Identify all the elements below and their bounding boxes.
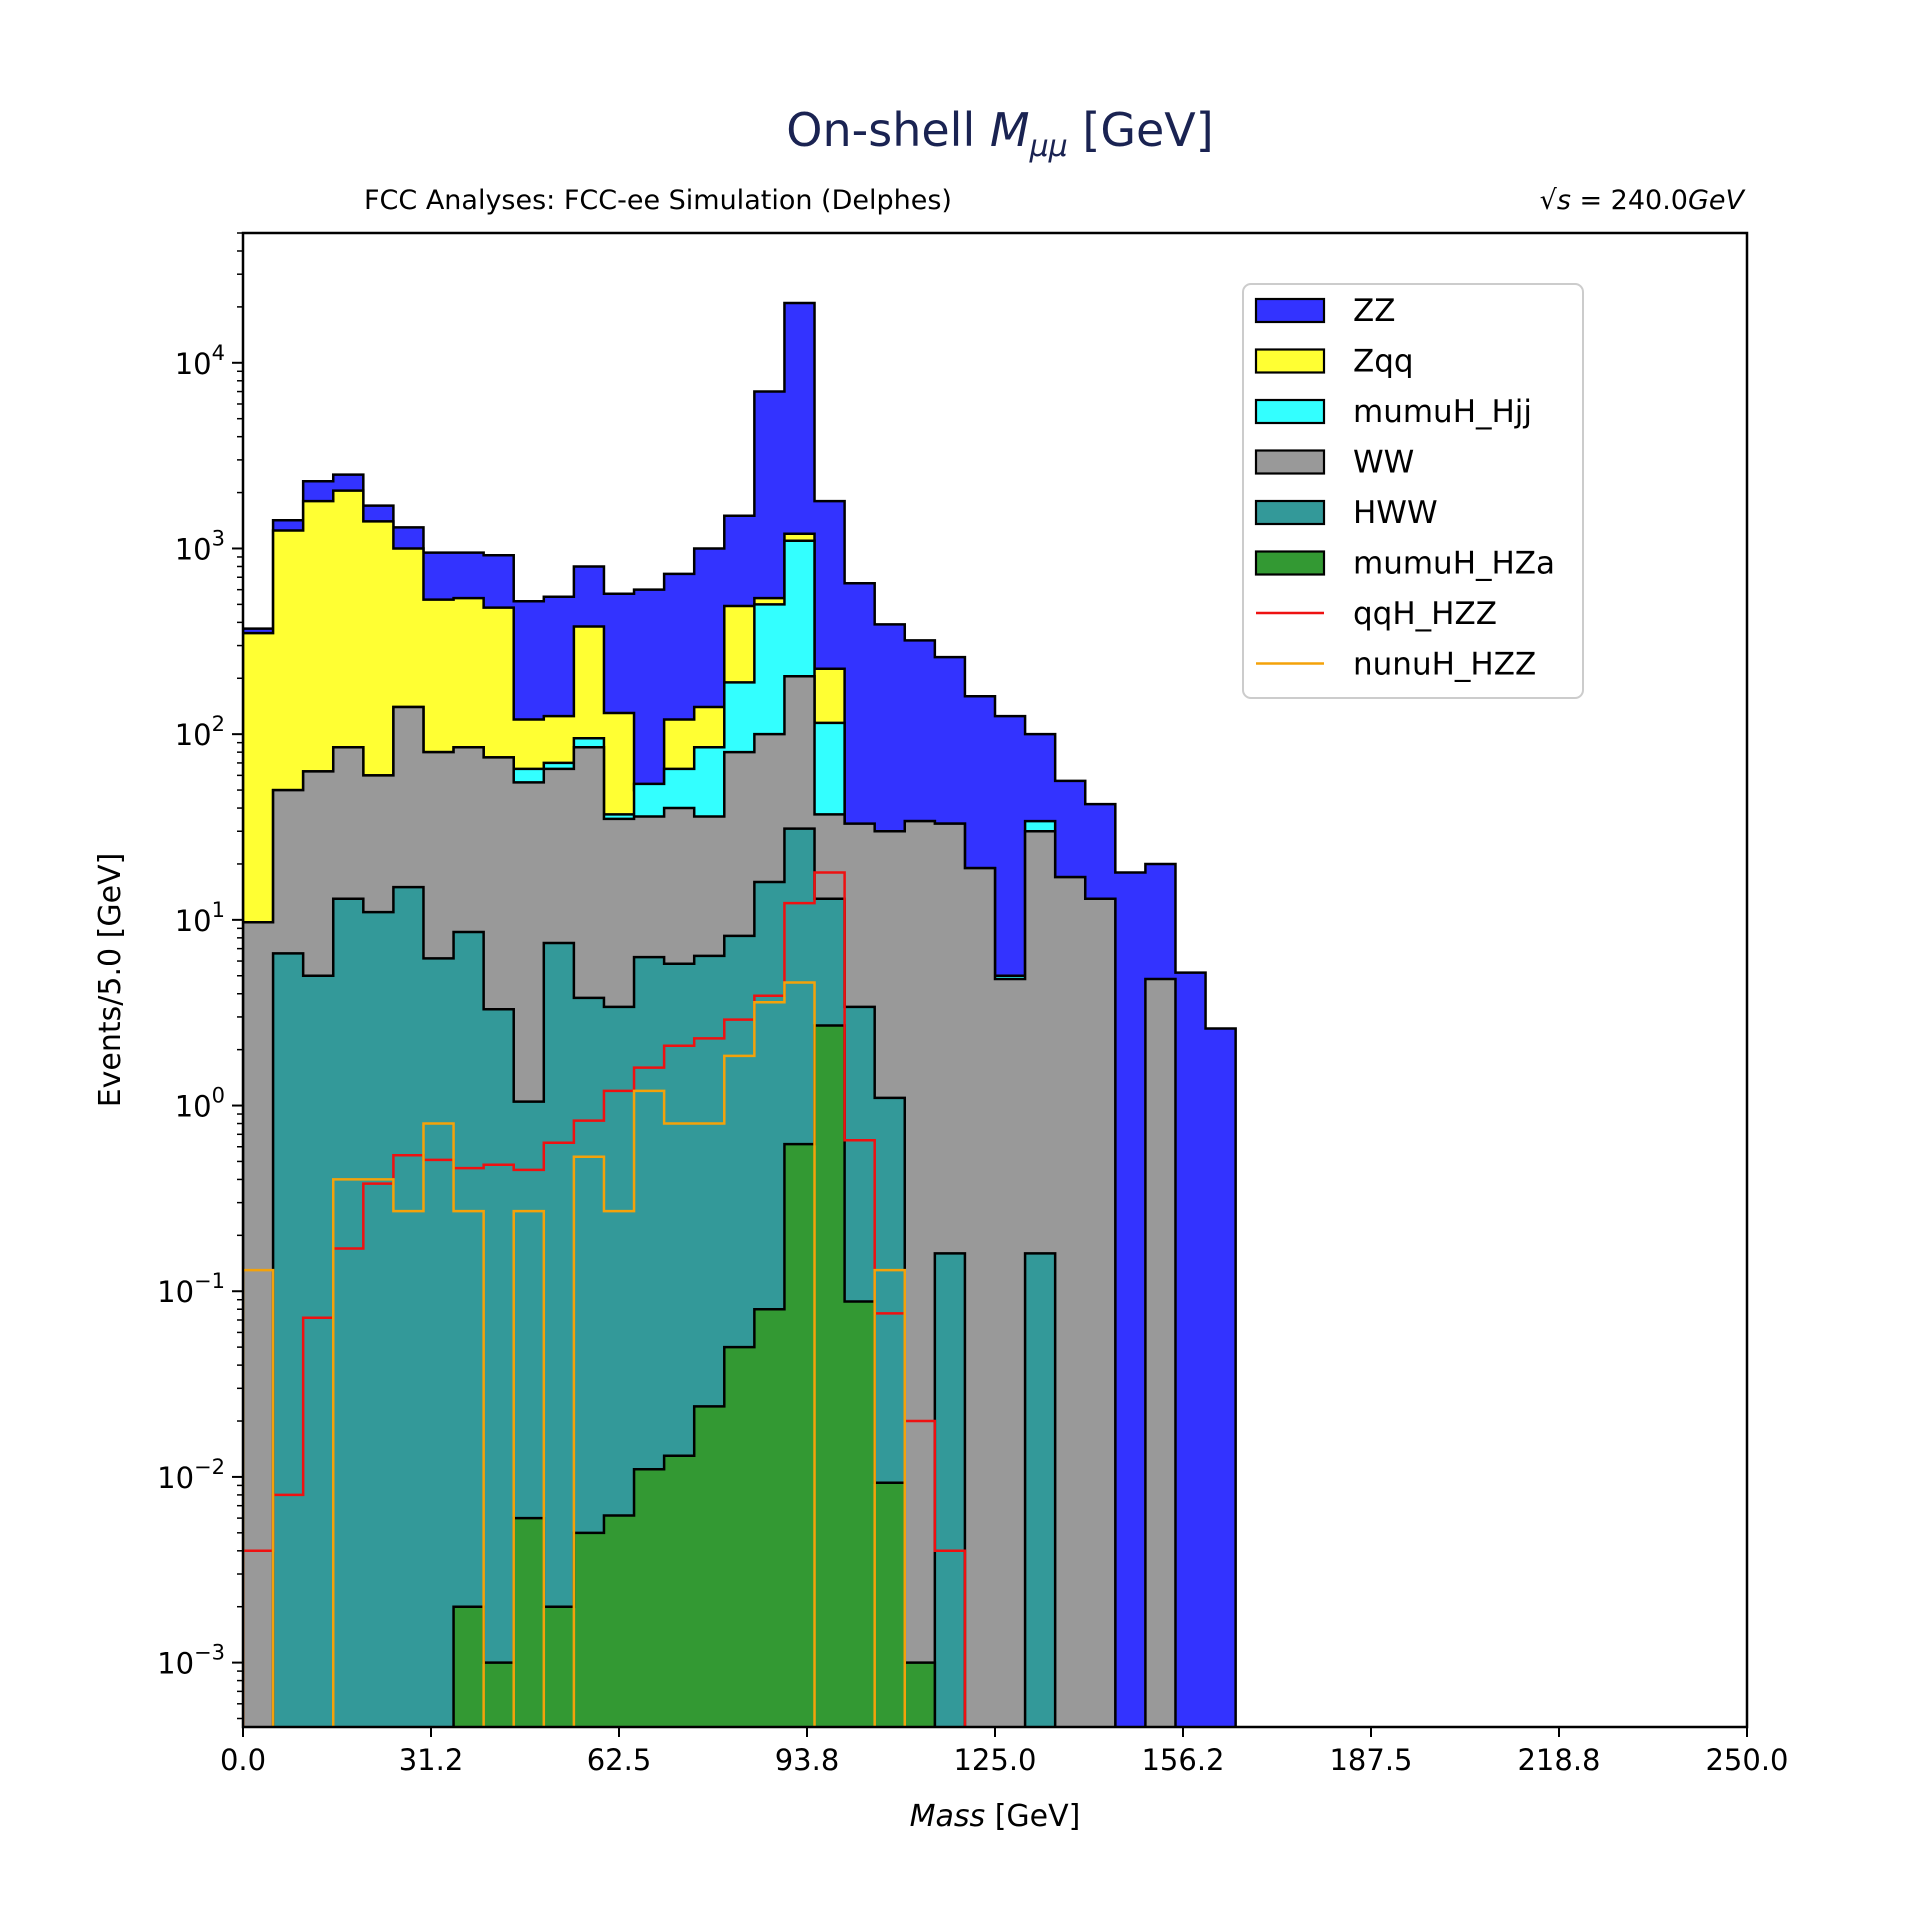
x-tick-label: 125.0 [953, 1743, 1036, 1777]
x-tick-label: 93.8 [775, 1743, 840, 1777]
x-tick-label: 218.8 [1517, 1743, 1600, 1777]
chart-subtitle-right: √s = 240.0GeV [1540, 185, 1747, 216]
legend: ZZ Zqq mumuH_Hjj WW HWW mumuH_HZa qqH_HZZ nunuH… [1242, 283, 1584, 699]
y-tick-label: 10−1 [157, 1269, 225, 1309]
legend-item-zz: ZZ [1254, 293, 1395, 329]
legend-swatch [1254, 550, 1326, 576]
legend-label: WW [1353, 445, 1414, 481]
legend-item-ww: WW [1254, 445, 1414, 481]
series-qqh-hzz [243, 871, 967, 1727]
chart-subtitle-left: FCC Analyses: FCC-ee Simulation (Delphes… [364, 185, 952, 216]
legend-label: ZZ [1353, 293, 1395, 329]
y-axis-label: Events/5.0 [GeV] [93, 853, 128, 1108]
legend-box [1242, 283, 1584, 699]
histogram-line-nunuh-hzz [243, 981, 907, 1727]
legend-label: mumuH_Hjj [1353, 394, 1532, 430]
y-tick-label: 103 [175, 526, 225, 566]
legend-item-hww: HWW [1254, 495, 1438, 531]
legend-item-mumuh-hza: mumuH_HZa [1254, 546, 1555, 582]
legend-swatch [1254, 297, 1326, 324]
chart-title: On-shell Mμμ [GeV] [786, 103, 1213, 164]
x-axis: 0.0 31.2 62.5 93.8 125.0 156.2 187.5 218.8 250.0 [220, 1727, 1789, 1777]
x-tick-label: 156.2 [1141, 1743, 1224, 1777]
legend-label: mumuH_HZa [1353, 546, 1555, 582]
x-tick-label: 250.0 [1705, 1743, 1788, 1777]
x-tick-label: 187.5 [1329, 1743, 1412, 1777]
plot-area [243, 301, 1237, 1727]
y-tick-label: 10−3 [157, 1641, 225, 1681]
legend-swatch [1254, 449, 1326, 475]
x-tick-label: 31.2 [399, 1743, 464, 1777]
legend-swatch [1254, 499, 1326, 526]
legend-swatch [1254, 348, 1326, 374]
legend-item-nunuh-hzz: nunuH_HZZ [1256, 647, 1536, 683]
x-tick-label: 0.0 [220, 1743, 266, 1777]
y-tick-label: 10−2 [157, 1455, 225, 1495]
series-nunuh-hzz [243, 981, 907, 1727]
legend-label: HWW [1353, 495, 1438, 531]
y-tick-label: 101 [175, 898, 225, 938]
legend-label: qqH_HZZ [1353, 596, 1497, 632]
legend-item-zqq: Zqq [1254, 344, 1414, 380]
x-axis-label: Mass [GeV] [910, 1799, 1081, 1834]
y-tick-label: 104 [175, 341, 225, 381]
y-tick-label: 100 [175, 1084, 225, 1124]
legend-label: Zqq [1353, 344, 1414, 380]
legend-item-qqh-hzz: qqH_HZZ [1256, 596, 1497, 632]
y-tick-label: 102 [175, 712, 225, 752]
x-tick-label: 62.5 [587, 1743, 652, 1777]
legend-label: nunuH_HZZ [1353, 647, 1536, 683]
histogram-line-qqh-hzz [243, 871, 967, 1727]
y-axis: 10−3 10−2 10−1 100 101 102 103 104 [157, 232, 243, 1720]
legend-item-mumuh-hjj: mumuH_Hjj [1254, 394, 1532, 430]
legend-swatch [1254, 398, 1326, 425]
